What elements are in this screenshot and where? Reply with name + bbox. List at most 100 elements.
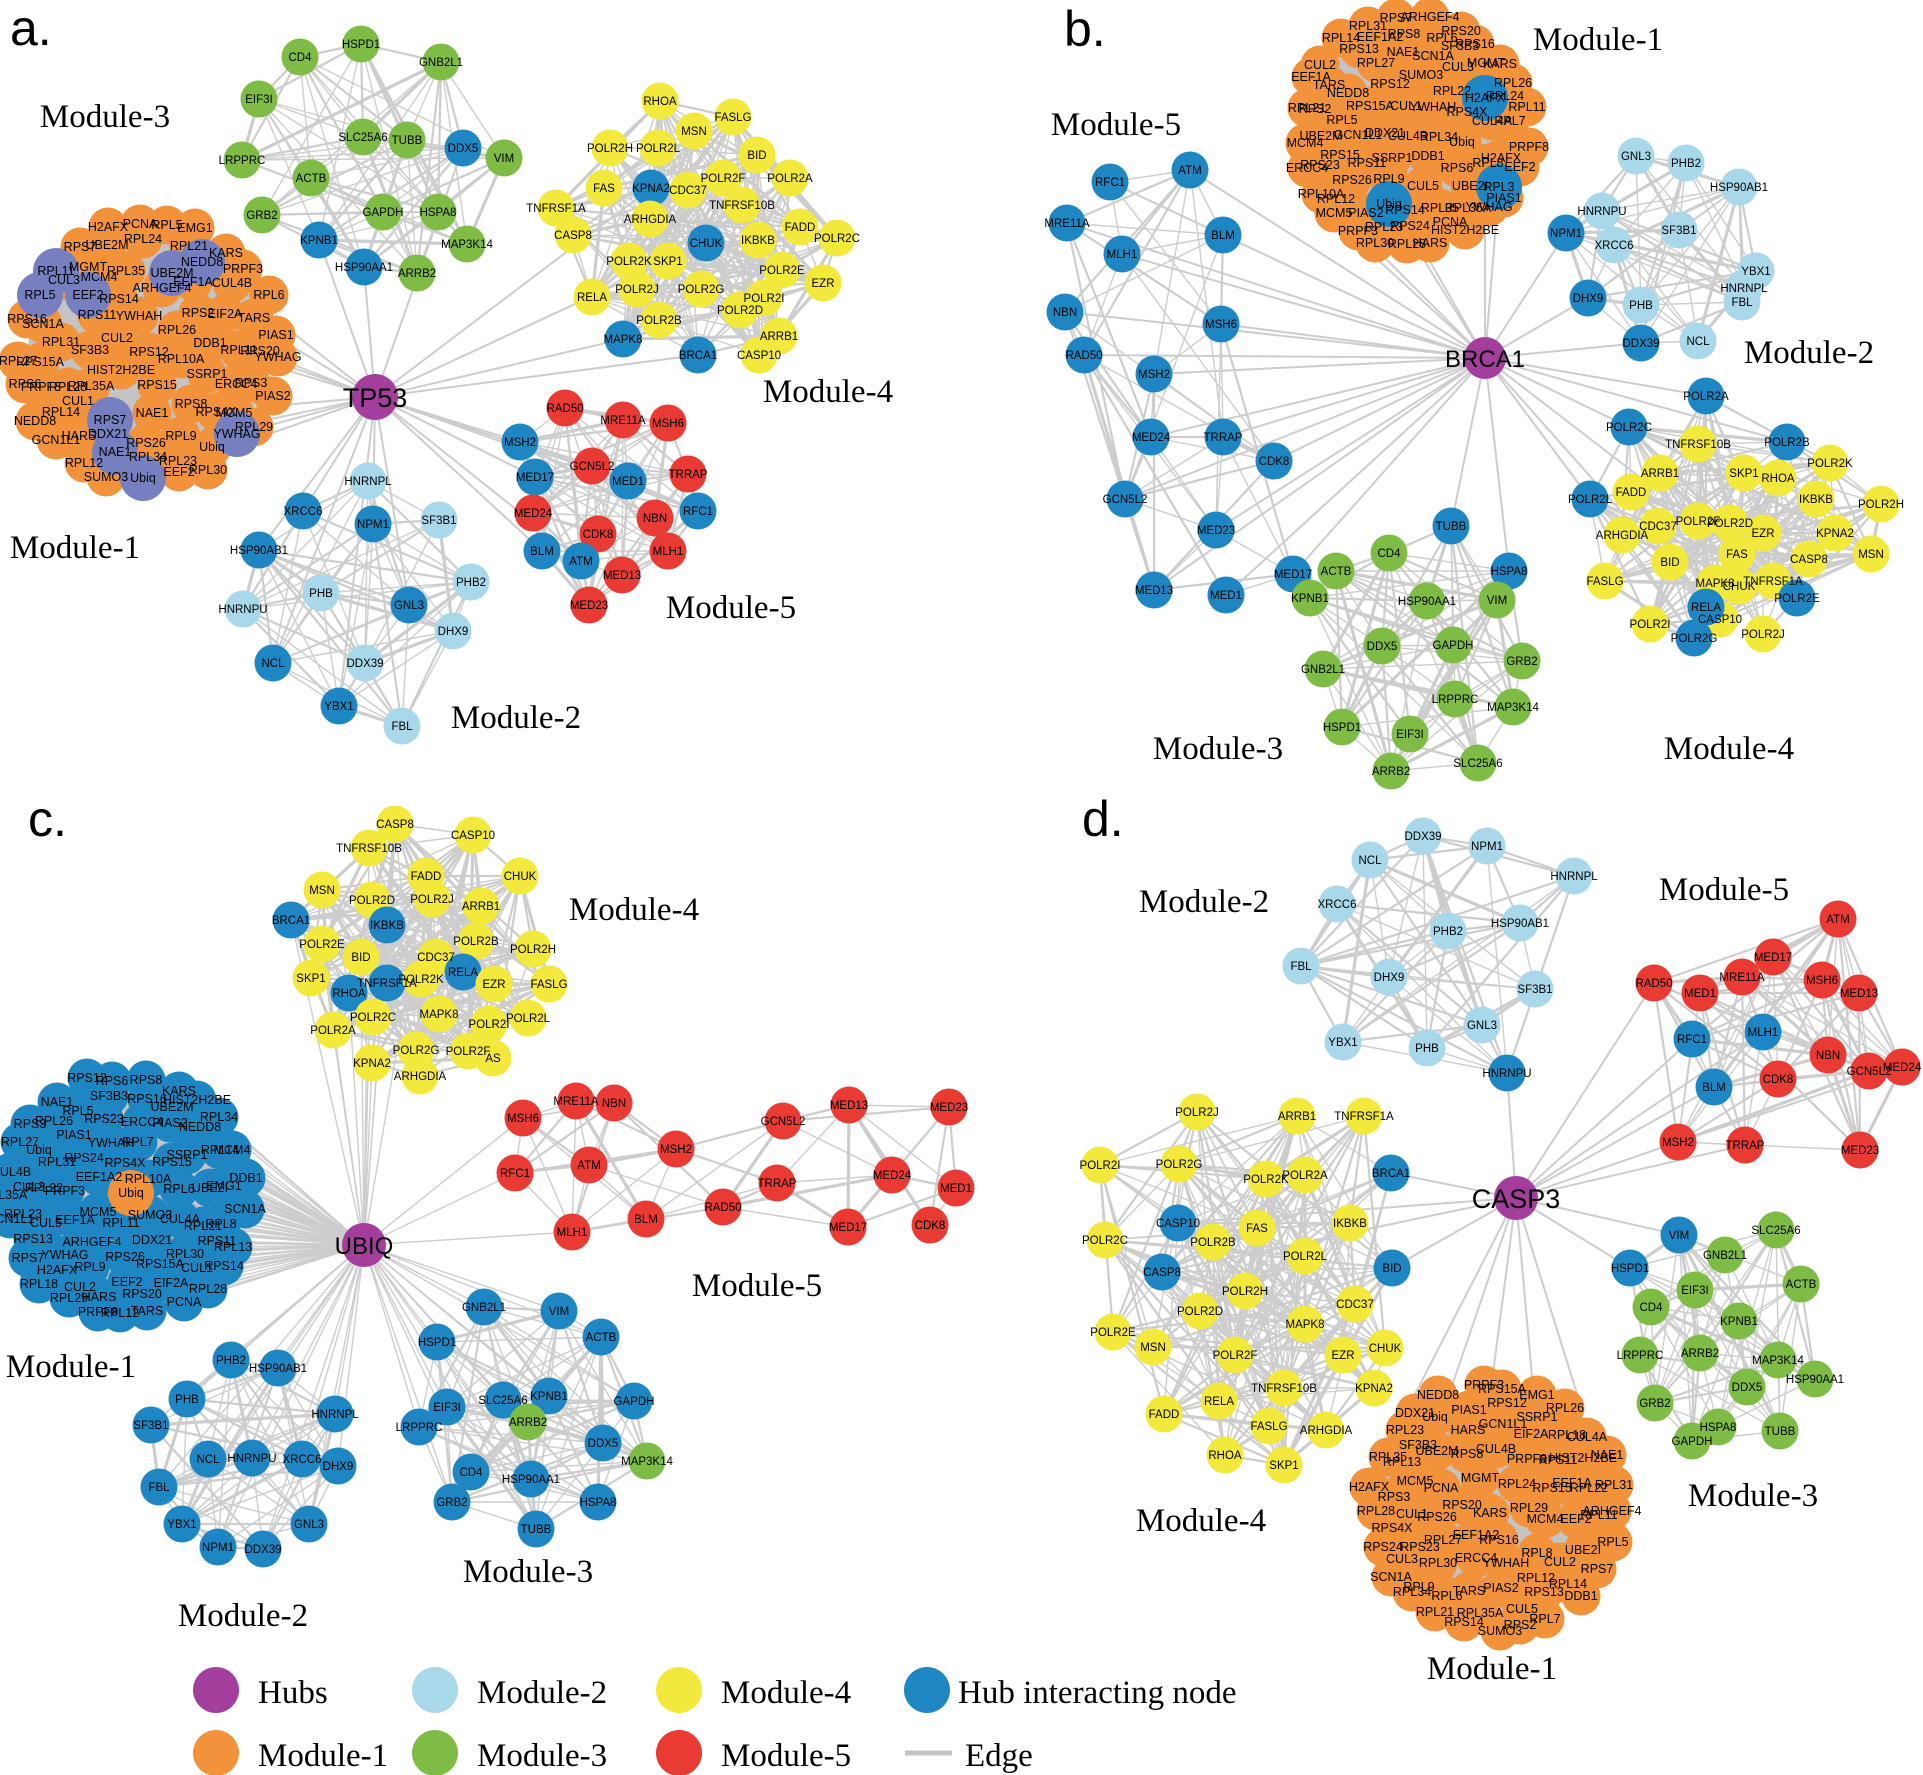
svg-text:ATM: ATM: [1826, 914, 1849, 926]
svg-text:TNFRSF1A: TNFRSF1A: [1743, 576, 1803, 588]
svg-text:RPL28: RPL28: [1357, 1504, 1395, 1518]
svg-text:FASLG: FASLG: [1250, 1421, 1287, 1433]
svg-text:SF3B3: SF3B3: [71, 343, 109, 357]
svg-text:FASLG: FASLG: [1586, 576, 1623, 588]
svg-text:RHOA: RHOA: [1208, 1450, 1242, 1462]
svg-text:FBL: FBL: [1731, 297, 1753, 309]
svg-text:SKP1: SKP1: [1269, 1460, 1298, 1472]
svg-text:RPS7: RPS7: [1380, 11, 1413, 25]
svg-text:FADD: FADD: [1616, 487, 1647, 499]
svg-text:MSN: MSN: [1140, 1342, 1166, 1354]
svg-text:ARHGEF4: ARHGEF4: [62, 1235, 121, 1249]
svg-text:RPL22: RPL22: [1570, 1481, 1608, 1495]
svg-text:PIAS1: PIAS1: [56, 1128, 91, 1142]
svg-text:POLR2J: POLR2J: [1741, 629, 1784, 641]
svg-text:RPS26: RPS26: [126, 436, 166, 450]
svg-text:RPL8: RPL8: [205, 1217, 236, 1231]
svg-text:EEF1A2: EEF1A2: [76, 1170, 123, 1184]
svg-text:RPS8: RPS8: [130, 1073, 163, 1087]
svg-text:CHUK: CHUK: [1369, 1343, 1402, 1355]
svg-text:MED24: MED24: [1132, 432, 1171, 444]
svg-text:KPNA2: KPNA2: [353, 1058, 391, 1070]
svg-text:MCM4: MCM4: [214, 1143, 251, 1157]
svg-text:HSPD1: HSPD1: [418, 1337, 456, 1349]
svg-text:POLR2L: POLR2L: [636, 143, 681, 155]
svg-text:EEF2: EEF2: [1504, 160, 1535, 174]
svg-text:MED23: MED23: [1197, 525, 1235, 537]
svg-text:HIST2H2BE: HIST2H2BE: [87, 363, 155, 377]
svg-text:GCN1L1: GCN1L1: [0, 1212, 34, 1226]
svg-text:BID: BID: [747, 150, 766, 162]
svg-text:CUL4A: CUL4A: [160, 1212, 201, 1226]
svg-text:IKBKB: IKBKB: [1333, 1218, 1367, 1230]
svg-text:RPL27: RPL27: [1357, 56, 1395, 70]
svg-text:RPS3: RPS3: [14, 1117, 47, 1131]
svg-text:DDX21: DDX21: [132, 1233, 172, 1247]
svg-text:RPL30: RPL30: [189, 463, 227, 477]
svg-text:RPS14: RPS14: [99, 292, 139, 306]
svg-text:HSPD1: HSPD1: [1611, 1263, 1649, 1275]
svg-text:HSPD1: HSPD1: [1323, 722, 1361, 734]
svg-text:HIST2H2BE: HIST2H2BE: [1549, 1451, 1617, 1465]
svg-text:MSH6: MSH6: [1806, 975, 1838, 987]
svg-text:RPL26: RPL26: [35, 1114, 73, 1128]
svg-text:RPL6: RPL6: [1431, 1589, 1462, 1603]
svg-text:AS: AS: [485, 1053, 501, 1065]
svg-text:ACTB: ACTB: [586, 1332, 617, 1344]
svg-text:GCN5L2: GCN5L2: [570, 461, 615, 473]
svg-text:NBN: NBN: [643, 513, 667, 525]
svg-text:NPM1: NPM1: [1550, 228, 1582, 240]
svg-text:RPL27: RPL27: [0, 354, 37, 368]
svg-text:RPS7: RPS7: [1581, 1562, 1614, 1576]
svg-text:RPL12: RPL12: [1317, 192, 1355, 206]
svg-text:PHB: PHB: [1629, 300, 1653, 312]
svg-text:CUL3: CUL3: [48, 273, 80, 287]
svg-text:DDX21: DDX21: [88, 427, 128, 441]
svg-text:POLR2B: POLR2B: [1190, 1237, 1236, 1249]
svg-text:RPL5: RPL5: [62, 1104, 93, 1118]
svg-text:NEDD8: NEDD8: [179, 1120, 221, 1134]
svg-text:TRRAP: TRRAP: [758, 1178, 797, 1190]
svg-text:RPL18: RPL18: [20, 1277, 58, 1291]
svg-text:RPS14: RPS14: [1385, 203, 1425, 217]
svg-text:EIF2A: EIF2A: [208, 307, 243, 321]
svg-text:RFC1: RFC1: [1677, 1034, 1707, 1046]
svg-text:MLH1: MLH1: [1748, 1027, 1779, 1039]
svg-text:EMG1: EMG1: [177, 221, 212, 235]
svg-text:RPL10A: RPL10A: [125, 1172, 172, 1186]
svg-text:CUL4B: CUL4B: [1388, 129, 1428, 143]
svg-text:Module-5: Module-5: [1051, 107, 1181, 143]
svg-text:Ubiq: Ubiq: [1449, 135, 1475, 149]
svg-text:POLR2L: POLR2L: [1283, 1251, 1328, 1263]
svg-text:RPL29: RPL29: [1510, 1501, 1548, 1515]
svg-text:RPL11: RPL11: [37, 264, 74, 278]
svg-text:POLR2I: POLR2I: [744, 293, 785, 305]
svg-text:CDC37: CDC37: [669, 185, 707, 197]
svg-text:POLR2J: POLR2J: [1175, 1107, 1218, 1119]
svg-text:PIAS1: PIAS1: [258, 328, 293, 342]
svg-text:DHX9: DHX9: [438, 626, 469, 638]
svg-text:RPS26: RPS26: [1332, 173, 1372, 187]
svg-text:RPL21: RPL21: [170, 239, 208, 253]
svg-text:Module-2: Module-2: [477, 1675, 607, 1711]
svg-text:DDB1: DDB1: [193, 336, 226, 350]
svg-text:MSH6: MSH6: [1205, 319, 1237, 331]
svg-text:RPS23: RPS23: [1300, 158, 1340, 172]
svg-text:GNL3: GNL3: [1621, 151, 1651, 163]
svg-text:POLR2B: POLR2B: [636, 315, 682, 327]
svg-text:RPS2: RPS2: [182, 306, 215, 320]
svg-text:TRRAP: TRRAP: [1726, 1140, 1765, 1152]
svg-text:RPL28: RPL28: [189, 1282, 227, 1296]
svg-text:HSPD1: HSPD1: [342, 39, 380, 51]
svg-text:RPL6: RPL6: [1426, 31, 1457, 45]
svg-text:RPL9: RPL9: [1403, 1580, 1434, 1594]
svg-text:MAPK8: MAPK8: [420, 1009, 459, 1021]
svg-text:RPS14: RPS14: [1444, 1615, 1484, 1629]
svg-text:Module-4: Module-4: [721, 1675, 851, 1711]
svg-text:PHB2: PHB2: [216, 1355, 246, 1367]
svg-text:CUL2: CUL2: [1544, 1555, 1576, 1569]
svg-text:GAPDH: GAPDH: [363, 207, 404, 219]
svg-text:FADD: FADD: [1149, 1409, 1180, 1421]
svg-text:UBIQ: UBIQ: [335, 1233, 394, 1260]
svg-text:BID: BID: [351, 952, 370, 964]
